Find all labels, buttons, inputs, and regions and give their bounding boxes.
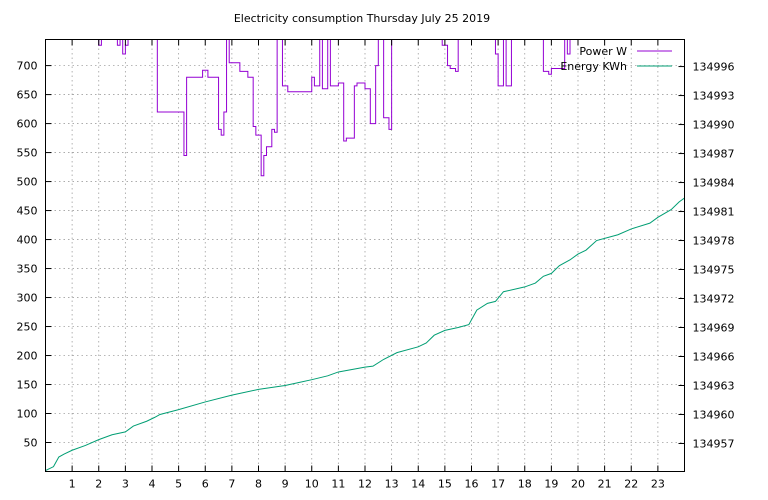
y-right-tick-label: 134990 <box>693 119 735 132</box>
y-right-tick-label: 134963 <box>693 379 735 392</box>
x-tick-label: 19 <box>544 478 558 491</box>
x-tick-label: 1 <box>69 478 76 491</box>
y-right-tick-label: 134996 <box>693 61 735 74</box>
x-tick-label: 13 <box>385 478 399 491</box>
series-line-power-w <box>45 39 685 177</box>
y-right-tick-label: 134975 <box>693 264 735 277</box>
x-tick-label: 8 <box>255 478 262 491</box>
x-tick-label: 5 <box>175 478 182 491</box>
y-left-tick-label: 50 <box>24 437 38 450</box>
x-tick-label: 21 <box>598 478 612 491</box>
x-tick-label: 20 <box>571 478 585 491</box>
y-left-tick-label: 600 <box>17 118 38 131</box>
y-right-tick-label: 134969 <box>693 322 735 335</box>
y-left-tick-label: 350 <box>17 263 38 276</box>
x-tick-label: 7 <box>228 478 235 491</box>
x-tick-label: 11 <box>331 478 345 491</box>
y-right-tick-label: 134984 <box>693 177 735 190</box>
legend-label-energy-kwh: Energy KWh <box>560 60 627 73</box>
y-right-tick-label: 134993 <box>693 90 735 103</box>
x-tick-label: 3 <box>122 478 129 491</box>
y-left-tick-label: 100 <box>17 408 38 421</box>
x-tick-label: 16 <box>465 478 479 491</box>
legend: Power W Energy KWh <box>560 45 672 73</box>
y-right-tick-label: 134978 <box>693 235 735 248</box>
y-left-tick-label: 400 <box>17 234 38 247</box>
x-tick-label: 14 <box>411 478 425 491</box>
series-layer <box>45 39 685 471</box>
axes: 1 2 3 4 5 6 7 8 9 10 11 12 13 14 15 16 17 18 19 20 21 22 23501… <box>17 39 735 491</box>
x-tick-label: 15 <box>438 478 452 491</box>
y-left-tick-label: 150 <box>17 379 38 392</box>
x-tick-label: 23 <box>651 478 665 491</box>
chart-title: Electricity consumption Thursday July 25… <box>234 12 490 25</box>
x-tick-label: 17 <box>491 478 505 491</box>
y-left-tick-label: 700 <box>17 60 38 73</box>
y-left-tick-label: 250 <box>17 321 38 334</box>
y-left-tick-label: 650 <box>17 89 38 102</box>
grid <box>45 39 685 472</box>
y-right-tick-label: 134981 <box>693 206 735 219</box>
x-tick-label: 4 <box>149 478 156 491</box>
legend-label-power-w: Power W <box>579 45 627 58</box>
x-tick-label: 6 <box>202 478 209 491</box>
x-tick-label: 12 <box>358 478 372 491</box>
x-tick-label: 9 <box>282 478 289 491</box>
y-right-tick-label: 134972 <box>693 293 735 306</box>
y-left-tick-label: 450 <box>17 205 38 218</box>
y-right-tick-label: 134966 <box>693 350 735 363</box>
y-left-tick-label: 550 <box>17 147 38 160</box>
x-tick-label: 18 <box>518 478 532 491</box>
x-tick-label: 2 <box>95 478 102 491</box>
y-left-tick-label: 300 <box>17 292 38 305</box>
y-right-tick-label: 134960 <box>693 408 735 421</box>
y-left-tick-label: 200 <box>17 350 38 363</box>
x-tick-label: 22 <box>624 478 638 491</box>
x-tick-label: 10 <box>305 478 319 491</box>
series-line-energy-kwh <box>45 197 685 471</box>
y-left-tick-label: 500 <box>17 176 38 189</box>
y-right-tick-label: 134957 <box>693 437 735 450</box>
y-right-tick-label: 134987 <box>693 148 735 161</box>
